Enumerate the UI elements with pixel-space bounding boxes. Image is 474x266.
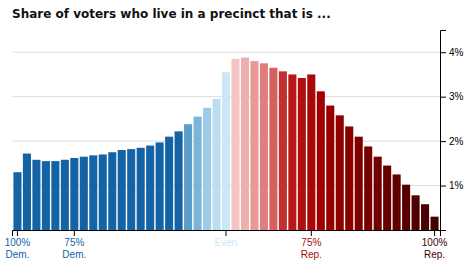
axis-line: [441, 31, 447, 231]
bar: [355, 137, 363, 230]
bar: [279, 71, 287, 230]
tick-label-line: Dem.: [62, 249, 86, 260]
bar: [250, 61, 258, 230]
chart: Share of voters who live in a precinct t…: [0, 0, 474, 266]
tick-mark: [74, 230, 75, 236]
bar: [80, 157, 88, 230]
axis-line: [13, 231, 441, 237]
bar: [269, 68, 277, 230]
bar: [364, 146, 372, 230]
tick: Even: [215, 230, 238, 248]
bar: [260, 63, 268, 230]
bar: [184, 124, 192, 230]
bars: [13, 58, 438, 230]
x-axis: 100%Dem.75%Dem.Even75%Rep.100%Rep.: [5, 230, 448, 260]
tick-label-line: 100%: [5, 237, 31, 248]
tick-label-line: Even: [215, 237, 238, 248]
bar: [317, 91, 325, 230]
bar: [326, 106, 334, 230]
bar: [89, 155, 97, 230]
tick: 1%: [440, 180, 464, 191]
bar: [336, 115, 344, 230]
bar: [402, 185, 410, 230]
bar: [51, 161, 59, 230]
bar: [212, 99, 220, 230]
tick-mark: [434, 230, 435, 236]
bar: [127, 149, 135, 230]
bar: [374, 157, 382, 230]
tick-mark: [440, 97, 446, 98]
tick: 100%Rep.: [422, 230, 448, 260]
bar: [393, 174, 401, 230]
tick-mark: [440, 186, 446, 187]
bar: [99, 154, 107, 230]
bar: [32, 160, 40, 230]
bar: [175, 131, 183, 230]
bar: [431, 217, 439, 230]
bar: [231, 59, 239, 230]
tick-mark: [17, 230, 18, 236]
y-axis: 1% 2% 3% 4%: [440, 31, 464, 231]
tick-mark: [440, 141, 446, 142]
bar: [165, 137, 173, 230]
tick: 100%Dem.: [5, 230, 31, 260]
tick-label: 3%: [449, 91, 464, 102]
tick-label: 100%Dem.: [5, 237, 31, 260]
tick: 75%Rep.: [301, 230, 322, 260]
tick-label: 100%Rep.: [422, 237, 448, 260]
bar: [203, 108, 211, 230]
title: Share of voters who live in a precinct t…: [12, 7, 331, 21]
bar: [241, 58, 249, 230]
tick-label-line: Rep.: [301, 249, 322, 260]
tick-label: 2%: [449, 136, 464, 147]
tick-label: 1%: [449, 180, 464, 191]
bar: [307, 74, 315, 230]
bar: [194, 117, 202, 230]
bar: [421, 204, 429, 230]
bar: [298, 78, 306, 230]
bar: [156, 142, 164, 230]
tick-label-line: 75%: [64, 237, 84, 248]
tick-mark: [440, 52, 446, 53]
tick: 75%Dem.: [62, 230, 86, 260]
tick: 3%: [440, 91, 464, 102]
tick-mark: [226, 230, 227, 236]
tick-label: Even: [215, 237, 238, 248]
bar: [288, 74, 296, 230]
tick-label: 75%Dem.: [62, 237, 86, 260]
bar: [13, 172, 21, 230]
tick-mark: [311, 230, 312, 236]
tick-label-line: 75%: [301, 237, 321, 248]
bar: [383, 166, 391, 230]
tick-label-line: 100%: [422, 237, 448, 248]
bar: [137, 148, 145, 230]
tick: 4%: [440, 47, 464, 58]
bar: [412, 195, 420, 230]
tick-label-line: Dem.: [5, 249, 29, 260]
tick-label: 75%Rep.: [301, 237, 322, 260]
bar: [222, 72, 230, 230]
bar: [118, 150, 126, 230]
tick: 2%: [440, 136, 464, 147]
tick-label-line: Rep.: [424, 249, 445, 260]
plot: 1%2%3%4%100%Dem.75%Dem.Even75%Rep.100%Re…: [5, 31, 464, 260]
grid-line: [12, 52, 440, 53]
bar: [42, 161, 50, 230]
bar: [70, 158, 78, 230]
bar: [345, 126, 353, 230]
bar: [108, 152, 116, 230]
bar: [61, 160, 69, 230]
tick-label: 4%: [449, 47, 464, 58]
bar: [23, 154, 31, 230]
bar: [146, 146, 154, 230]
